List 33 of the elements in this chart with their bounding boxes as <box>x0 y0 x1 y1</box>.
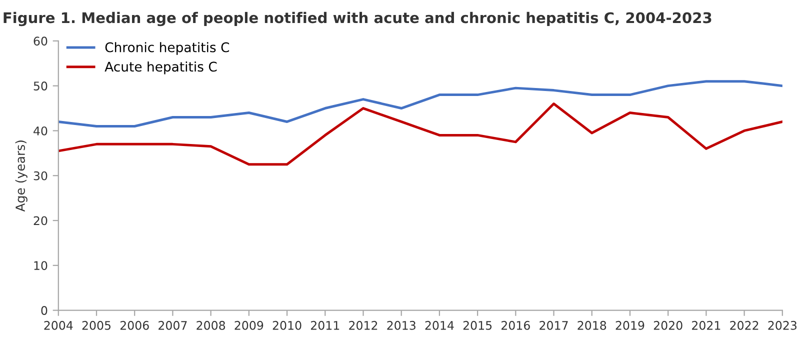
legend-label: Chronic hepatitis C <box>105 42 230 55</box>
legend-label: Acute hepatitis C <box>104 61 217 74</box>
x-tick-label: 2017 <box>540 320 568 330</box>
y-tick-label: 0 <box>41 306 48 315</box>
y-tick-label: 40 <box>34 126 48 136</box>
x-tick-label: 2007 <box>158 320 187 330</box>
x-tick-label: 2009 <box>234 320 264 330</box>
chart-title: Figure 1. Median age of people notified with acute and chronic hepatitis C, 2004-2023 <box>4 12 712 26</box>
x-tick-label: 2019 <box>616 320 644 330</box>
x-tick-label: 2011 <box>310 320 340 330</box>
x-tick-label: 2023 <box>768 320 796 330</box>
y-tick-label: 60 <box>34 36 48 46</box>
x-tick-label: 2006 <box>120 320 149 330</box>
x-tick-label: 2014 <box>425 320 454 330</box>
x-tick-label: 2020 <box>654 320 682 330</box>
y-tick-label: 10 <box>34 261 48 270</box>
x-tick-label: 2013 <box>387 320 416 330</box>
x-tick-label: 2018 <box>578 320 606 330</box>
x-tick-label: 2010 <box>272 320 302 330</box>
y-axis-title: Age (years) <box>15 140 28 212</box>
y-tick-label: 20 <box>34 216 48 226</box>
x-tick-label: 2016 <box>502 320 530 330</box>
y-tick-label: 30 <box>34 171 48 180</box>
x-tick-label: 2012 <box>349 320 378 330</box>
line-series <box>58 80 782 128</box>
x-tick-label: 2022 <box>730 320 758 330</box>
x-tick-label: 2008 <box>196 320 226 330</box>
x-tick-label: 2005 <box>82 320 110 330</box>
x-tick-label: 2015 <box>463 320 492 330</box>
x-tick-label: 2004 <box>44 320 73 330</box>
line-series <box>58 102 782 166</box>
x-tick-label: 2021 <box>692 320 720 330</box>
y-tick-label: 50 <box>34 82 48 90</box>
